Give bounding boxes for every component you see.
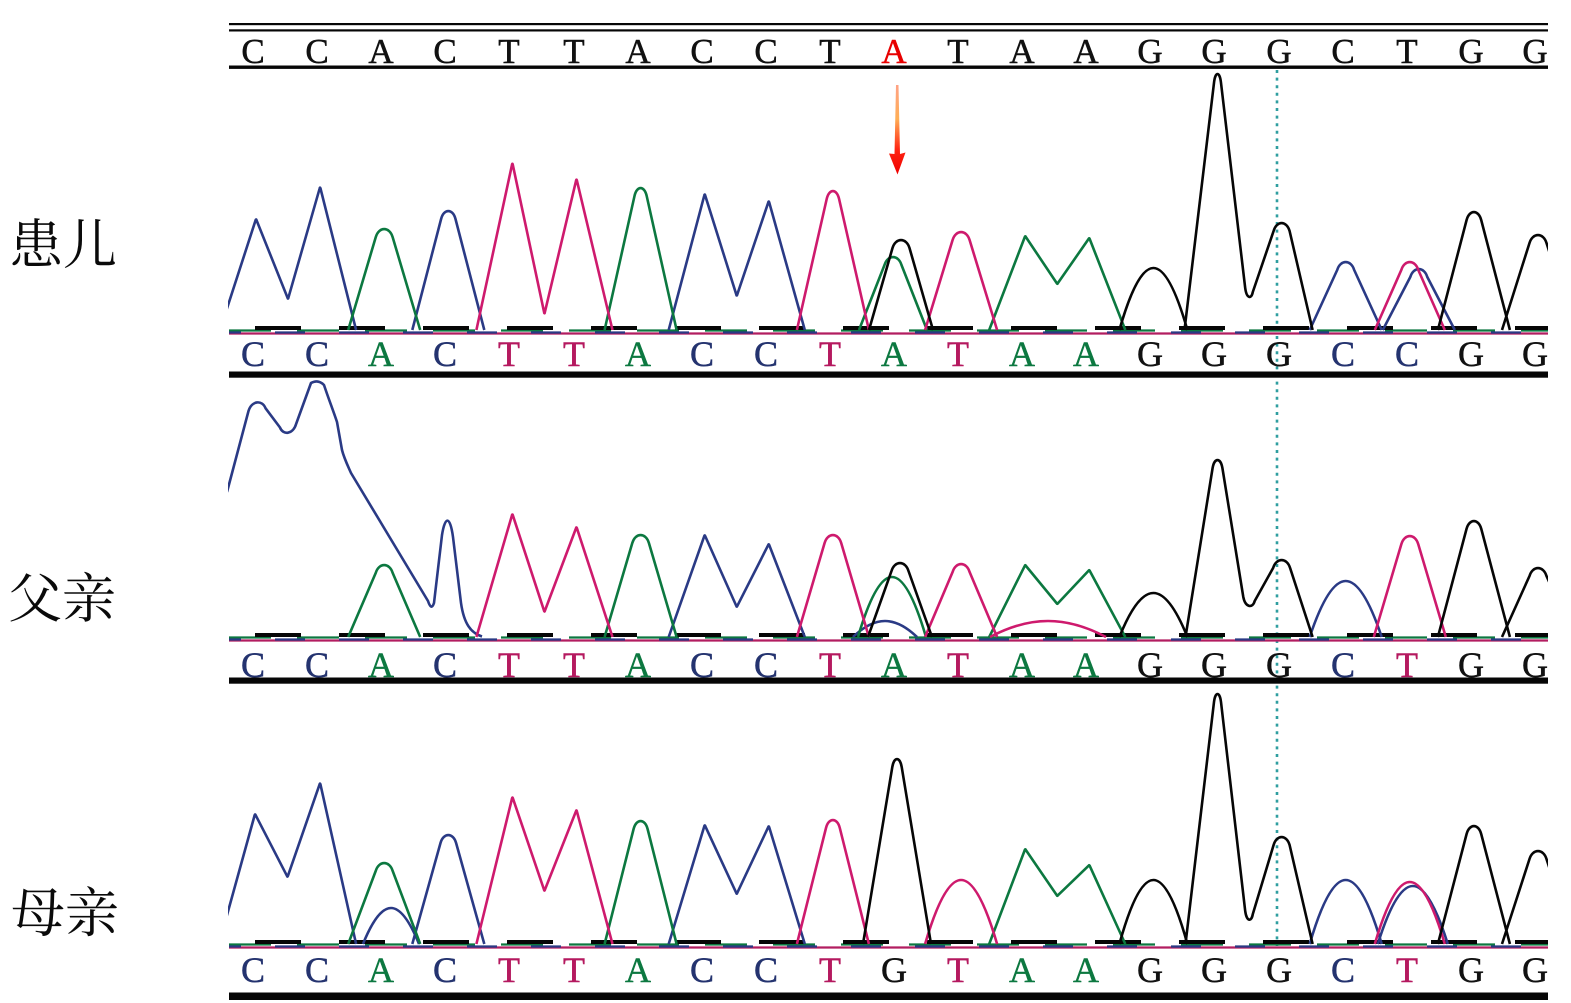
svg-text:CCACTTACCTATAAGGGCTGG: CCACTTACCTATAAGGGCTGG (241, 32, 1547, 71)
svg-text:CCACTTACCTGTAAGGGCTGG: CCACTTACCTGTAAGGGCTGG (241, 950, 1548, 990)
svg-text:CCACTTACCTATAAGGGCCGG: CCACTTACCTATAAGGGCCGG (241, 334, 1548, 374)
